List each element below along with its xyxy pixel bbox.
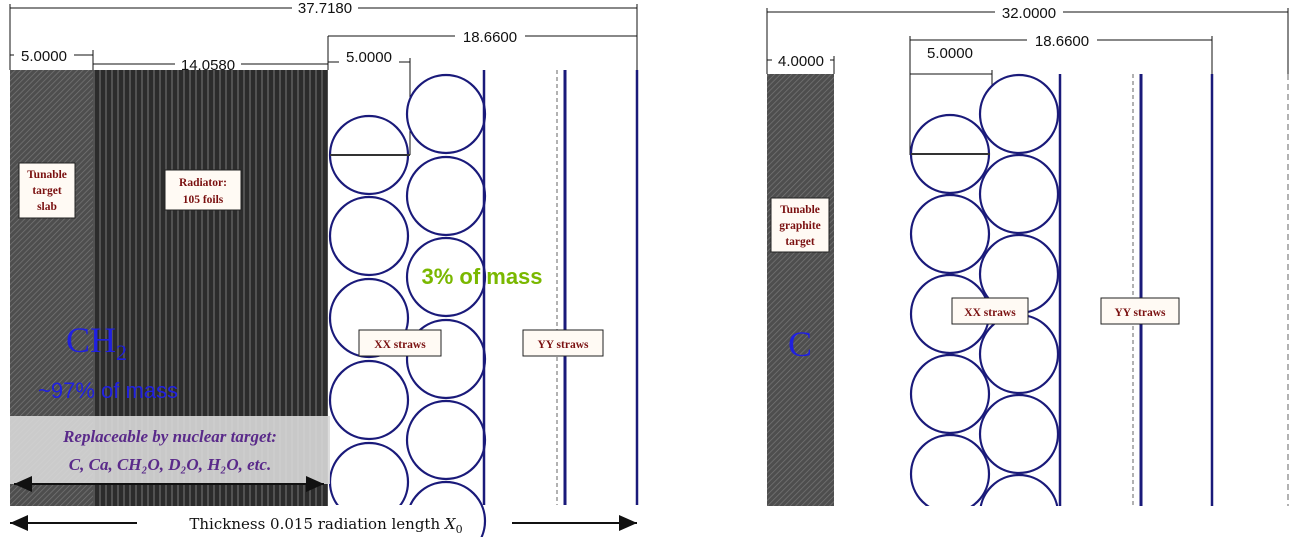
left-straw-tubes	[328, 73, 487, 537]
replaceable-note: Replaceable by nuclear target: C, Ca, CH…	[10, 416, 330, 484]
left-total-thickness-dim: 37.7180	[298, 0, 352, 17]
left-xx-straws-label: XX straws	[358, 329, 442, 357]
straw-mass-fraction: 3% of mass	[421, 264, 542, 289]
svg-text:graphite: graphite	[779, 220, 821, 232]
right-target-label: Tunable graphite target	[770, 197, 830, 253]
right-planes	[1058, 74, 1289, 506]
svg-text:XX straws: XX straws	[374, 339, 426, 351]
right-straw-span-dim: 18.6600	[1035, 33, 1089, 50]
svg-text:105 foils: 105 foils	[183, 194, 224, 206]
svg-text:slab: slab	[37, 201, 57, 213]
svg-text:Radiator:: Radiator:	[179, 177, 227, 189]
radiator-label: Radiator: 105 foils	[164, 169, 242, 211]
svg-text:target: target	[32, 185, 62, 197]
svg-text:target: target	[785, 236, 815, 248]
left-target-label: Tunable target slab	[18, 162, 76, 219]
svg-text:XX straws: XX straws	[964, 307, 1016, 319]
ch2-formula: CH2	[66, 320, 127, 365]
thickness-caption: Thickness 0.015 radiation length X0	[189, 515, 462, 536]
right-total-thickness-dim: 32.0000	[1002, 5, 1056, 22]
left-straw-span-dim: 18.6600	[463, 29, 517, 46]
left-straw-offset-dim: 5.0000	[346, 49, 392, 66]
left-target-thickness-dim: 5.0000	[21, 48, 67, 65]
left-radiator-thickness-dim: 14.0580	[181, 57, 235, 74]
svg-text:YY straws: YY straws	[1115, 307, 1167, 319]
graphite-target	[767, 74, 834, 506]
target-mass-fraction: ~97% of mass	[38, 378, 178, 403]
svg-text:YY straws: YY straws	[538, 339, 590, 351]
left-planes	[482, 70, 639, 505]
right-yy-straws-label: YY straws	[1100, 297, 1180, 325]
right-xx-straws-label: XX straws	[951, 297, 1029, 325]
svg-text:Tunable: Tunable	[780, 204, 820, 216]
graphite-formula: C	[788, 324, 812, 364]
right-straw-offset-dim: 5.0000	[927, 45, 973, 62]
svg-text:Tunable: Tunable	[27, 169, 67, 181]
left-module: 37.7180 5.0000 14.0580 18.6600 5.0000	[9, 0, 639, 537]
replaceable-line-1: Replaceable by nuclear target:	[62, 427, 277, 446]
right-target-thickness-dim: 4.0000	[778, 53, 824, 70]
left-yy-straws-label: YY straws	[522, 329, 604, 357]
right-module: 32.0000 4.0000 18.6600 5.0000	[766, 4, 1289, 537]
replaceable-line-2: C, Ca, CH₂O, D₂O, H₂O, etc.	[69, 455, 271, 474]
